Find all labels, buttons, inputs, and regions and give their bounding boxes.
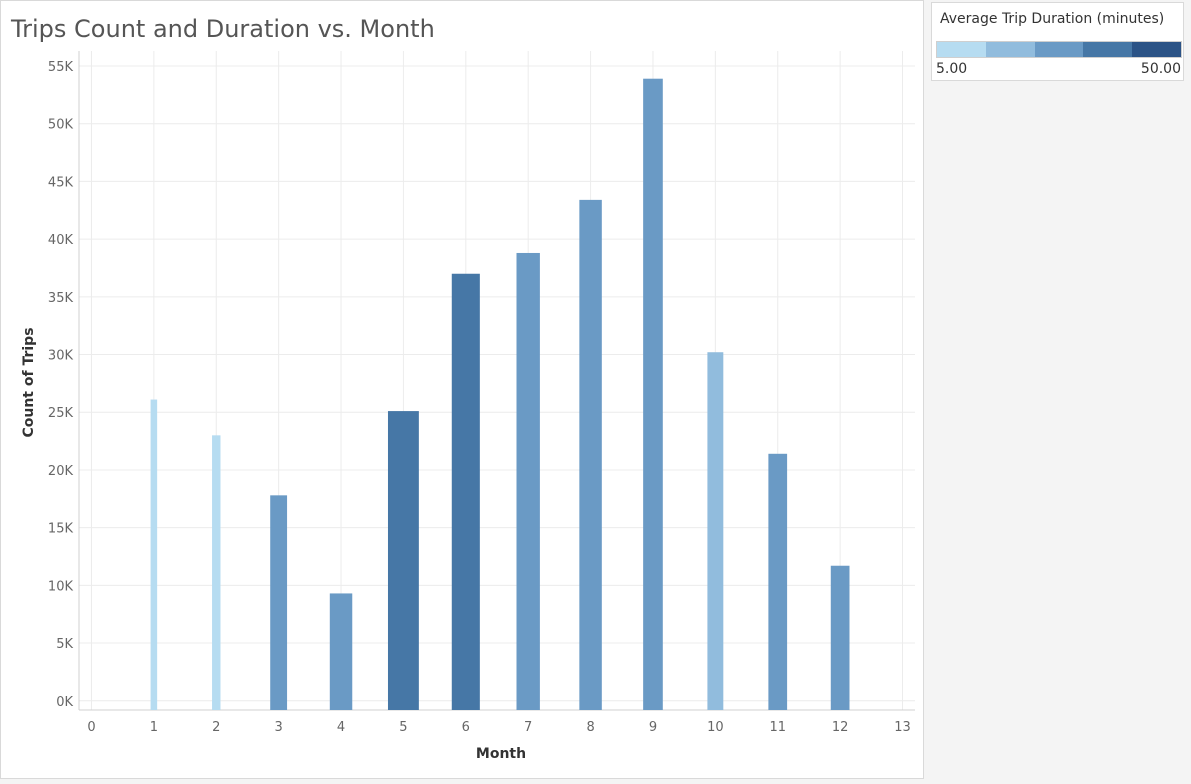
bar-month-7 xyxy=(516,252,540,711)
x-axis-title: Month xyxy=(476,746,526,762)
y-axis-title: Count of Trips xyxy=(21,327,37,437)
legend-ramp-step-1 xyxy=(937,42,986,57)
y-tick-label: 5K xyxy=(56,637,73,652)
y-tick-label: 40K xyxy=(48,233,74,248)
x-tick-label: 5 xyxy=(399,720,407,735)
y-tick-label: 35K xyxy=(48,291,74,306)
x-tick-label: 4 xyxy=(337,720,345,735)
legend-title: Average Trip Duration (minutes) xyxy=(940,11,1165,27)
x-tick-label: 9 xyxy=(649,720,657,735)
bar-month-10 xyxy=(707,352,724,710)
y-tick-label: 0K xyxy=(56,695,73,710)
x-tick-label: 7 xyxy=(524,720,532,735)
x-tick-label: 6 xyxy=(462,720,470,735)
color-legend[interactable]: Average Trip Duration (minutes) 5.00 50.… xyxy=(931,2,1184,81)
x-tick-label: 12 xyxy=(832,720,849,735)
bar-month-4 xyxy=(329,593,353,710)
x-tick-label: 1 xyxy=(150,720,158,735)
y-tick-label: 50K xyxy=(48,118,74,133)
bar-month-8 xyxy=(579,199,602,710)
x-tick-label: 2 xyxy=(212,720,220,735)
legend-ramp-step-5 xyxy=(1132,42,1181,57)
y-tick-label: 55K xyxy=(48,60,74,75)
x-tick-label: 0 xyxy=(87,720,95,735)
legend-ramp-step-3 xyxy=(1034,42,1084,57)
y-tick-label: 10K xyxy=(48,579,74,594)
bar-month-12 xyxy=(830,565,850,710)
y-tick-label: 15K xyxy=(48,522,74,537)
x-tick-label: 13 xyxy=(894,720,911,735)
bar-month-5 xyxy=(387,411,419,710)
bar-month-1 xyxy=(150,399,158,710)
worksheet-panel: Trips Count and Duration vs. Month 0K 5K 1… xyxy=(0,0,924,779)
chart-title: Trips Count and Duration vs. Month xyxy=(11,15,435,43)
legend-max-label: 50.00 xyxy=(1140,61,1181,77)
y-tick-label: 20K xyxy=(48,464,74,479)
x-tick-label: 8 xyxy=(586,720,594,735)
y-tick-label: 25K xyxy=(48,406,74,421)
x-tick-label: 10 xyxy=(707,720,724,735)
bar-month-2 xyxy=(212,435,221,710)
bar-month-11 xyxy=(768,453,788,710)
legend-ramp-step-4 xyxy=(1083,42,1133,57)
legend-ramp-step-2 xyxy=(985,42,1035,57)
bar-month-3 xyxy=(270,495,288,710)
y-tick-label: 45K xyxy=(48,175,74,190)
legend-min-label: 5.00 xyxy=(936,61,968,77)
bar-month-9 xyxy=(643,78,663,710)
y-tick-label: 30K xyxy=(48,349,74,364)
legend-color-ramp xyxy=(936,41,1182,58)
bar-month-6 xyxy=(451,273,480,710)
x-tick-label: 3 xyxy=(275,720,283,735)
x-tick-label: 11 xyxy=(769,720,786,735)
